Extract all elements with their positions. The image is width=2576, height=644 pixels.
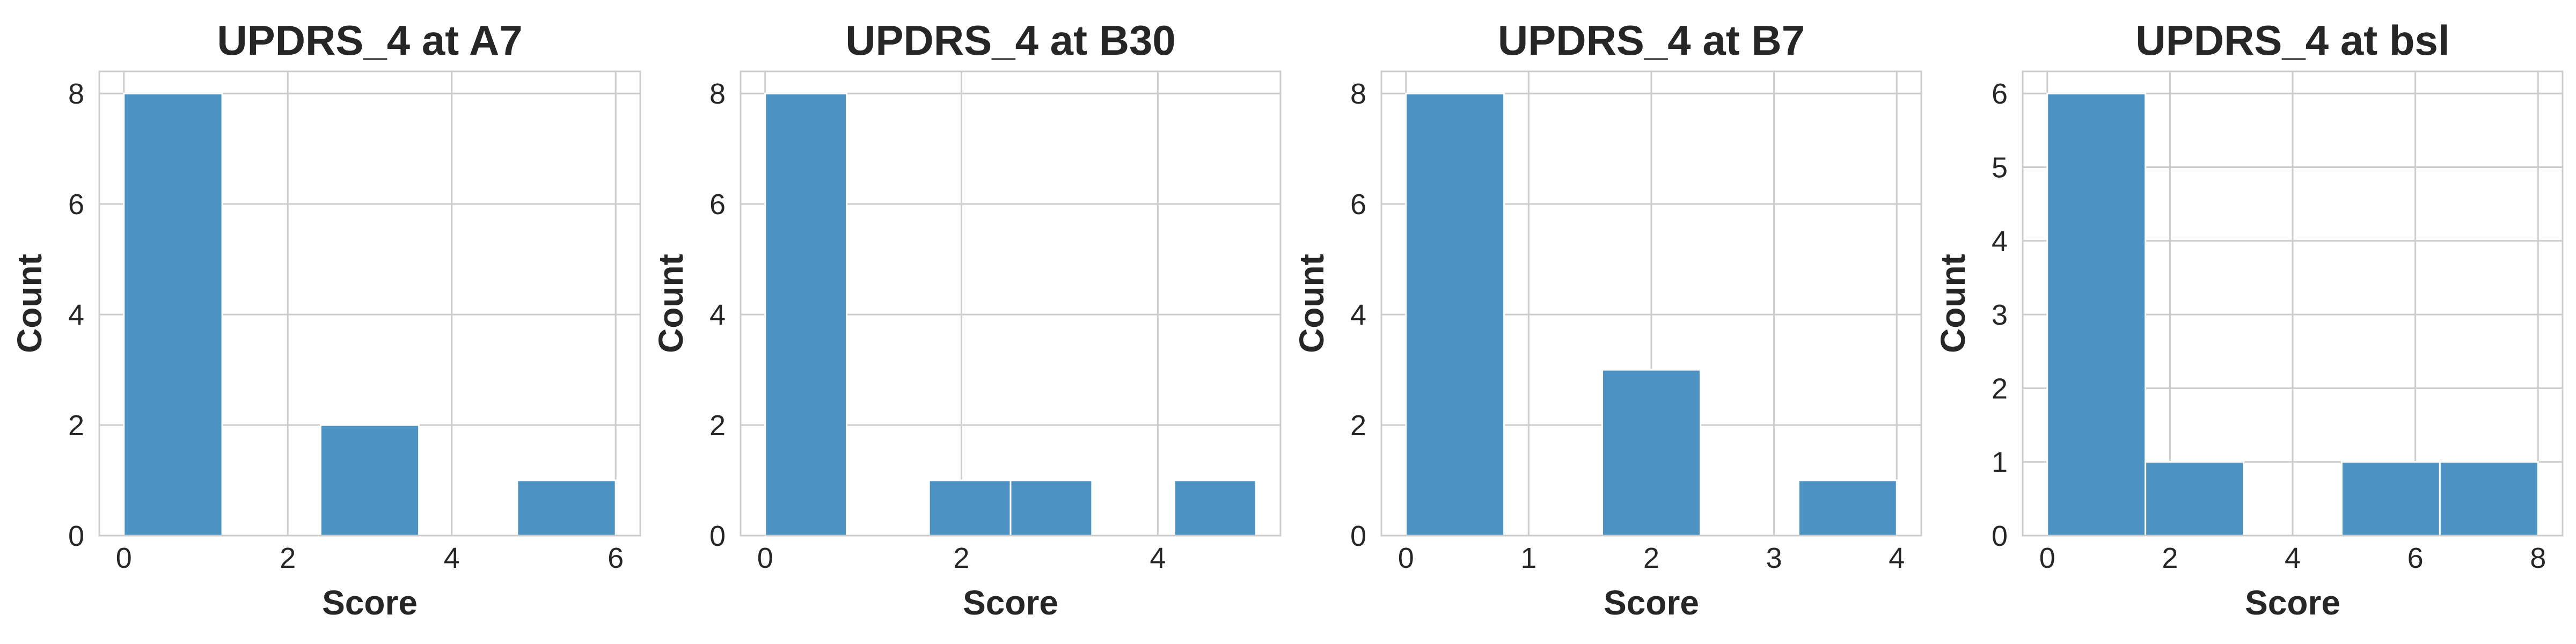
x-tick-label: 6 <box>2407 542 2424 574</box>
y-tick-label: 6 <box>68 188 84 221</box>
x-axis-label: Score <box>963 583 1058 622</box>
x-tick-label: 0 <box>116 542 132 574</box>
x-axis-label: Score <box>2245 583 2340 622</box>
histogram-bar <box>319 424 420 537</box>
x-tick-label: 4 <box>444 542 460 574</box>
x-tick-label: 6 <box>608 542 624 574</box>
x-tick-label: 3 <box>1766 542 1782 574</box>
x-tick-label: 2 <box>954 542 970 574</box>
y-axis-label: Count <box>1292 254 1331 353</box>
x-axis-label: Score <box>1604 583 1699 622</box>
y-tick-label: 8 <box>1350 78 1366 110</box>
y-tick-label: 4 <box>68 299 84 331</box>
plot-frame <box>1380 70 1922 537</box>
x-tick-label: 0 <box>1398 542 1414 574</box>
histogram-bar <box>2439 461 2539 537</box>
x-tick-label: 2 <box>2162 542 2178 574</box>
histogram-bar <box>2145 461 2245 537</box>
y-tick-label: 2 <box>1350 409 1366 442</box>
x-tick-label: 0 <box>757 542 773 574</box>
histogram-bar <box>2340 461 2441 537</box>
y-tick-label: 6 <box>1992 78 2008 110</box>
histogram-bar <box>516 479 617 537</box>
x-tick-label: 8 <box>2530 542 2546 574</box>
chart-title: UPDRS_4 at A7 <box>217 17 522 64</box>
histogram-bar <box>123 92 223 537</box>
y-tick-label: 4 <box>709 299 726 331</box>
histogram-bar <box>1405 92 1505 537</box>
y-axis-label: Count <box>10 254 49 353</box>
histogram-bar <box>2046 92 2147 537</box>
x-tick-label: 2 <box>1643 542 1659 574</box>
x-tick-label: 4 <box>1889 542 1905 574</box>
y-axis-label: Count <box>652 254 690 353</box>
y-tick-label: 0 <box>1992 520 2008 552</box>
plot-frame <box>98 70 641 537</box>
y-tick-label: 2 <box>1992 372 2008 405</box>
x-tick-label: 2 <box>280 542 296 574</box>
chart-title: UPDRS_4 at bsl <box>2135 17 2449 64</box>
y-tick-label: 1 <box>1992 447 2008 479</box>
y-tick-label: 8 <box>68 78 84 110</box>
y-tick-label: 6 <box>709 188 726 221</box>
y-tick-label: 8 <box>709 78 726 110</box>
y-tick-label: 4 <box>1350 299 1366 331</box>
chart-title: UPDRS_4 at B7 <box>1498 17 1805 64</box>
y-tick-label: 2 <box>68 409 84 442</box>
x-tick-label: 1 <box>1520 542 1536 574</box>
y-tick-label: 5 <box>1992 151 2008 184</box>
y-axis-label: Count <box>1934 254 1972 353</box>
y-tick-label: 0 <box>709 520 726 552</box>
y-tick-label: 4 <box>1992 225 2008 258</box>
histogram-bar <box>928 479 1012 537</box>
y-tick-label: 3 <box>1992 299 2008 331</box>
histogram-bar <box>1601 369 1701 537</box>
y-tick-label: 2 <box>709 409 726 442</box>
plot-frame <box>2022 70 2564 537</box>
y-tick-label: 6 <box>1350 188 1366 221</box>
x-axis-label: Score <box>322 583 418 622</box>
plot-frame <box>740 70 1282 537</box>
x-tick-label: 0 <box>2039 542 2055 574</box>
x-tick-label: 4 <box>1150 542 1166 574</box>
x-tick-label: 4 <box>2285 542 2301 574</box>
chart-title: UPDRS_4 at B30 <box>845 17 1176 64</box>
histogram-bar <box>764 92 848 537</box>
y-tick-label: 0 <box>68 520 84 552</box>
y-tick-label: 0 <box>1350 520 1366 552</box>
histogram-bar <box>1797 479 1898 537</box>
histogram-bar <box>1009 479 1093 537</box>
histogram-bar <box>1173 479 1257 537</box>
